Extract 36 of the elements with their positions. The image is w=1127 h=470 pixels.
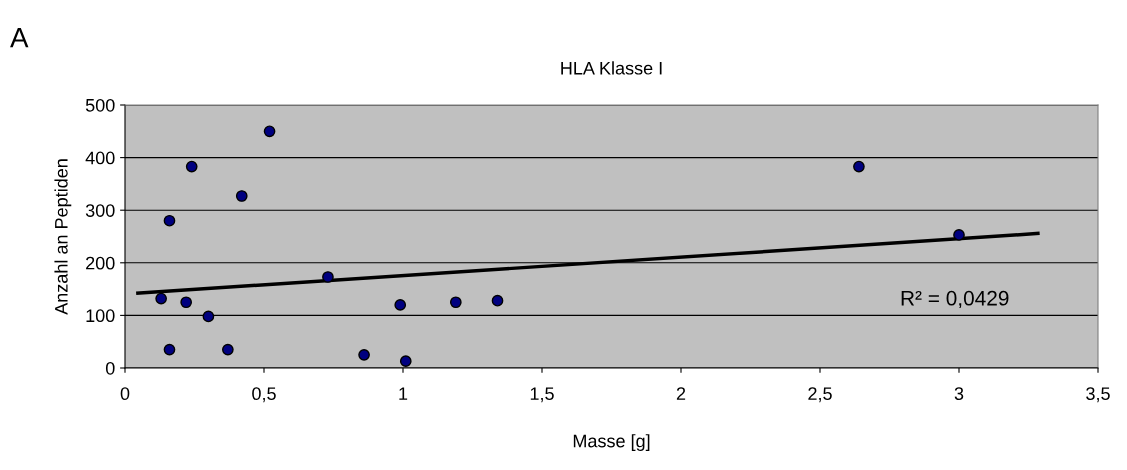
point — [399, 355, 412, 368]
point — [953, 229, 965, 241]
point — [180, 296, 193, 309]
y-tick-label: 100 — [86, 309, 115, 323]
y-tick-label: 200 — [86, 256, 115, 270]
text: A — [10, 28, 29, 48]
y-tick-label: 500 — [85, 98, 115, 112]
x-tick-label: 0,5 — [252, 387, 276, 403]
y-axis-title: Anzahl an Peptiden — [54, 159, 72, 315]
point — [202, 310, 215, 323]
point — [155, 292, 167, 305]
x-tick-label: 0 — [120, 387, 130, 401]
x-axis-title: Masse [g] — [573, 434, 650, 451]
point — [394, 299, 407, 311]
chart-title: HLA Klasse I — [561, 61, 662, 75]
point — [853, 160, 865, 173]
point — [491, 294, 504, 307]
y-tick-label: 300 — [85, 204, 115, 217]
annotation: R² = 0,0429 — [901, 290, 1009, 309]
x-tick-label: 1,5 — [530, 387, 554, 403]
point — [263, 125, 276, 138]
x-tick-label: 2,5 — [808, 387, 832, 403]
x-tick-label: 1 — [399, 387, 408, 400]
point — [163, 214, 176, 227]
x-tick-label: 3,5 — [1086, 387, 1110, 403]
point — [235, 190, 248, 202]
point — [449, 296, 462, 309]
y-tick-label: 400 — [85, 151, 115, 165]
point — [358, 349, 370, 361]
point — [222, 343, 234, 356]
point — [322, 271, 334, 283]
x-tick-label: 2 — [676, 387, 686, 400]
x-tick-label: 3 — [954, 387, 964, 401]
y-tick-label: 0 — [105, 361, 115, 375]
point — [185, 160, 198, 173]
point — [163, 343, 176, 356]
